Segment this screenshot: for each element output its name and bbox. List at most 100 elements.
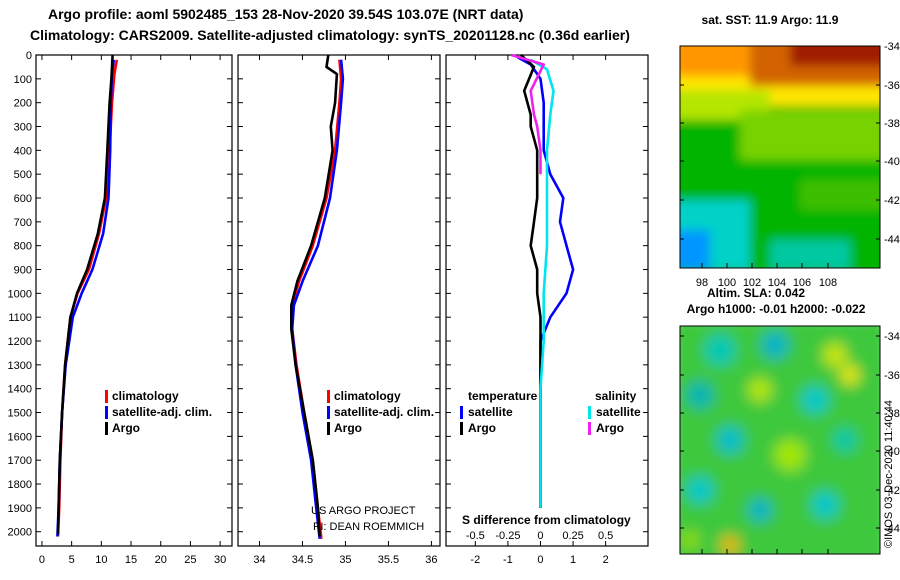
plot-frame bbox=[35, 54, 233, 547]
legend-satellite-s: satellite-adj. clim. bbox=[334, 405, 434, 419]
x-tick-label: 5 bbox=[69, 554, 75, 566]
y-tick-label: 1600 bbox=[8, 431, 32, 443]
difference-panel: -2 -1 0 1 2 bbox=[445, 53, 649, 566]
x-tick-label: 10 bbox=[95, 554, 107, 566]
x-tick-label: -2 bbox=[470, 554, 480, 566]
legend-climatology: climatology bbox=[112, 389, 179, 403]
map-y-label: -34 bbox=[884, 331, 900, 343]
x-tick-label: -1 bbox=[503, 554, 513, 566]
series-line bbox=[530, 58, 555, 508]
map-y-label: -44 bbox=[884, 523, 900, 535]
map-x-label: 108 bbox=[819, 277, 837, 289]
sla-map-x-ticks bbox=[701, 549, 829, 554]
y-tick-label: 1900 bbox=[8, 503, 32, 515]
sla-map: Altim. SLA: 0.042 Argo h1000: -0.01 h200… bbox=[679, 286, 900, 555]
legend-swatch-climatology bbox=[105, 390, 108, 403]
title-line-2: Climatology: CARS2009. Satellite-adjuste… bbox=[30, 27, 630, 43]
sla-map-y-ticks: -34 -36 -38 -40 -42 -44 bbox=[680, 331, 900, 535]
series-line bbox=[510, 53, 546, 175]
y-tick-label: 1700 bbox=[8, 455, 32, 467]
sla-map-title-2: Argo h1000: -0.01 h2000: -0.022 bbox=[687, 302, 866, 316]
map-x-label: 102 bbox=[743, 277, 761, 289]
legend-sal-satellite: satellite bbox=[596, 405, 641, 419]
x-tick-label: 30 bbox=[214, 554, 226, 566]
s-tick-label: 0.25 bbox=[562, 530, 583, 542]
timestamp: ©IMOS 03-Dec-2020 11:40:44 bbox=[883, 400, 895, 548]
legend-satellite: satellite-adj. clim. bbox=[112, 405, 212, 419]
map-y-label: -36 bbox=[884, 370, 900, 382]
series-line bbox=[290, 59, 345, 539]
y-tick-label: 1100 bbox=[8, 312, 32, 324]
legend-argo: Argo bbox=[112, 421, 140, 435]
x-tick-label: 34 bbox=[253, 554, 265, 566]
x-tick-label: 0 bbox=[39, 554, 45, 566]
salinity-panel: 34 34.5 35 35.5 36 bbox=[237, 54, 441, 566]
y-tick-label: 400 bbox=[14, 145, 32, 157]
legend-temp-satellite: satellite bbox=[468, 405, 513, 419]
legend-argo-s: Argo bbox=[334, 421, 362, 435]
x-tick-label: 20 bbox=[155, 554, 167, 566]
legend-salinity-header: salinity bbox=[595, 389, 637, 403]
salinity-legend: climatology satellite-adj. clim. Argo bbox=[327, 389, 434, 435]
sst-map-x-ticks: 98 100 102 104 106 108 bbox=[696, 263, 837, 289]
y-tick-label: 2000 bbox=[8, 527, 32, 539]
series-line bbox=[290, 59, 343, 539]
sla-map-title-1: Altim. SLA: 0.042 bbox=[707, 286, 805, 300]
x-tick-label: 1 bbox=[570, 554, 576, 566]
x-tick-label: 15 bbox=[125, 554, 137, 566]
map-y-label: -36 bbox=[884, 80, 900, 92]
series-line bbox=[520, 54, 542, 508]
x-tick-label: 36 bbox=[425, 554, 437, 566]
y-tick-label: 500 bbox=[14, 169, 32, 181]
project-label: US ARGO PROJECT bbox=[311, 505, 416, 517]
map-y-label: -44 bbox=[884, 234, 900, 246]
temperature-panel: 0100200300400500600700800900100011001200… bbox=[8, 50, 233, 566]
y-tick-label: 1800 bbox=[8, 479, 32, 491]
y-tick-label: 600 bbox=[14, 193, 32, 205]
y-tick-label: 0 bbox=[26, 50, 32, 62]
y-tick-label: 1300 bbox=[8, 360, 32, 372]
y-tick-label: 700 bbox=[14, 217, 32, 229]
x-tick-label: 35 bbox=[339, 554, 351, 566]
legend-sal-argo: Argo bbox=[596, 421, 624, 435]
title-line-1: Argo profile: aoml 5902485_153 28-Nov-20… bbox=[48, 6, 524, 22]
legend-swatch-satellite-s bbox=[327, 406, 330, 419]
y-tick-label: 200 bbox=[14, 98, 32, 110]
s-tick-label: -0.25 bbox=[495, 530, 520, 542]
x-tick-label: 2 bbox=[603, 554, 609, 566]
pi-label: PI: DEAN ROEMMICH bbox=[313, 521, 424, 533]
legend-climatology-s: climatology bbox=[334, 389, 401, 403]
y-tick-label: 1400 bbox=[8, 384, 32, 396]
map-x-label: 104 bbox=[768, 277, 786, 289]
map-y-label: -42 bbox=[884, 485, 900, 497]
y-tick-label: 1500 bbox=[8, 408, 32, 420]
legend-temp-argo: Argo bbox=[468, 421, 496, 435]
series-line bbox=[56, 59, 116, 537]
sst-map-title: sat. SST: 11.9 Argo: 11.9 bbox=[702, 13, 839, 27]
s-tick-label: 0 bbox=[537, 530, 543, 542]
plot-frame bbox=[445, 54, 649, 547]
legend-temperature-header: temperature bbox=[468, 389, 538, 403]
x-tick-label: 35.5 bbox=[378, 554, 399, 566]
y-tick-label: 800 bbox=[14, 241, 32, 253]
y-tick-label: 300 bbox=[14, 122, 32, 134]
map-y-label: -40 bbox=[884, 156, 900, 168]
y-tick-label: 900 bbox=[14, 265, 32, 277]
map-x-label: 100 bbox=[718, 277, 736, 289]
sst-map-y-ticks: -34 -36 -38 -40 -42 -44 bbox=[680, 41, 900, 246]
y-tick-label: 1000 bbox=[8, 288, 32, 300]
difference-legend: temperature satellite Argo salinity sate… bbox=[460, 389, 641, 435]
x-tick-label: 25 bbox=[184, 554, 196, 566]
legend-swatch-argo-s bbox=[327, 422, 330, 435]
y-tick-label: 100 bbox=[14, 74, 32, 86]
s-tick-label: 0.5 bbox=[598, 530, 613, 542]
legend-swatch-climatology-s bbox=[327, 390, 330, 403]
map-x-label: 106 bbox=[793, 277, 811, 289]
map-y-label: -38 bbox=[884, 408, 900, 420]
map-y-label: -40 bbox=[884, 446, 900, 458]
series-line bbox=[289, 54, 339, 537]
plot-frame bbox=[237, 54, 441, 547]
legend-swatch-satellite bbox=[105, 406, 108, 419]
difference-bottom-label: S difference from climatology bbox=[462, 513, 631, 527]
